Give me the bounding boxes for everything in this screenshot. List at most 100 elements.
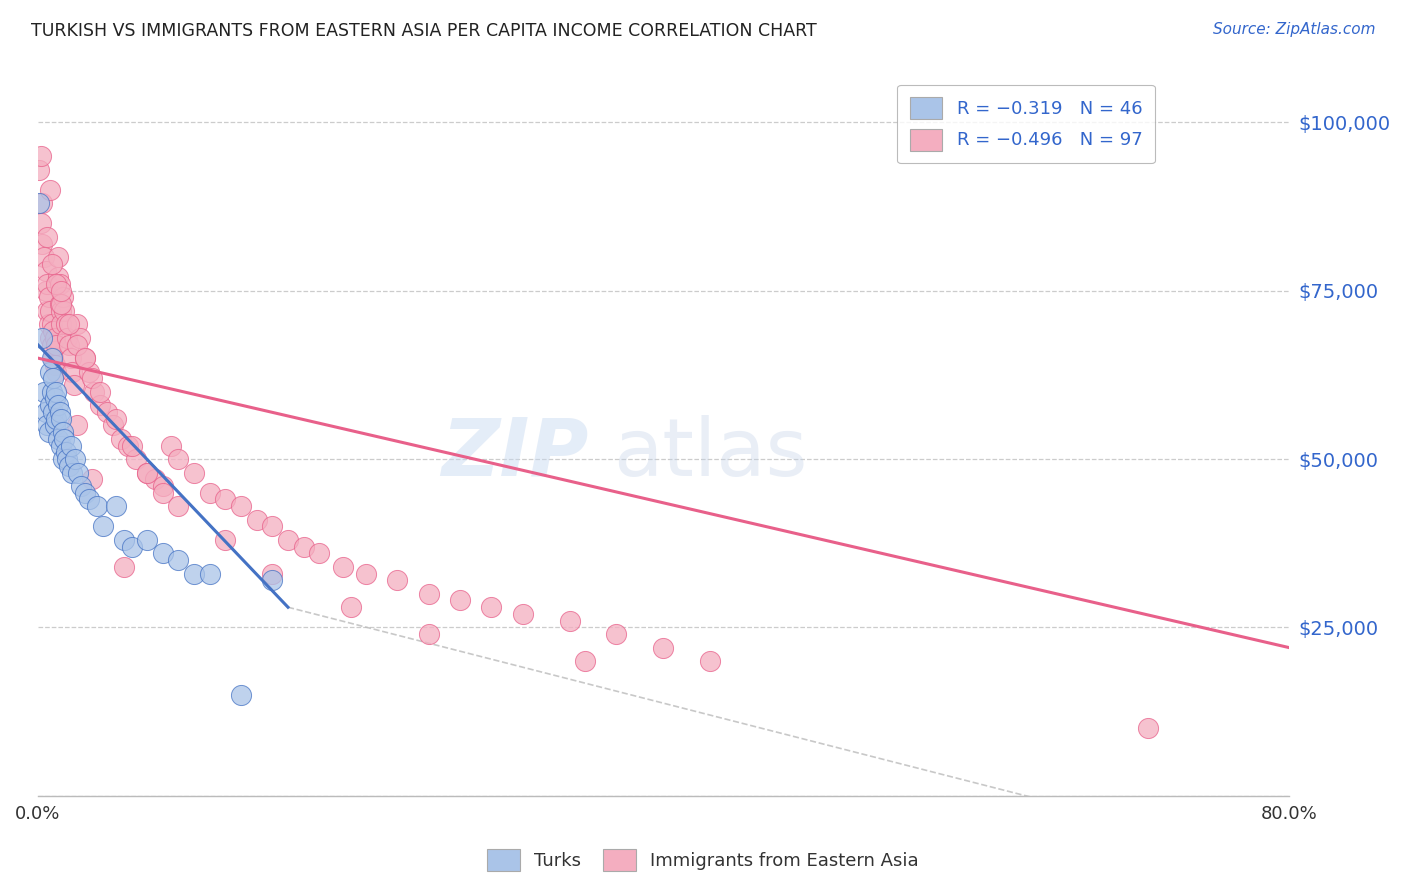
Point	[46, 398, 69, 412]
Point	[89, 398, 111, 412]
Point	[73, 351, 96, 365]
Point	[42, 371, 65, 385]
Point	[89, 384, 111, 399]
Point	[332, 559, 354, 574]
Point	[83, 384, 105, 399]
Point	[59, 351, 82, 365]
Point	[41, 257, 63, 271]
Point	[32, 250, 55, 264]
Point	[574, 654, 596, 668]
Point	[35, 277, 58, 291]
Point	[60, 466, 83, 480]
Point	[48, 405, 70, 419]
Point	[82, 371, 104, 385]
Point	[262, 574, 284, 588]
Point	[45, 277, 67, 291]
Point	[35, 304, 58, 318]
Point	[96, 405, 118, 419]
Point	[46, 432, 69, 446]
Point	[56, 331, 79, 345]
Point	[38, 290, 60, 304]
Point	[49, 411, 72, 425]
Point	[45, 384, 67, 399]
Point	[112, 559, 135, 574]
Point	[246, 513, 269, 527]
Point	[479, 600, 502, 615]
Point	[39, 331, 62, 345]
Point	[32, 384, 55, 399]
Point	[45, 337, 67, 351]
Point	[652, 640, 675, 655]
Point	[104, 499, 127, 513]
Point	[699, 654, 721, 668]
Point	[45, 411, 67, 425]
Point	[167, 452, 190, 467]
Point	[387, 574, 409, 588]
Point	[56, 452, 79, 467]
Point	[136, 533, 159, 547]
Point	[104, 411, 127, 425]
Point	[1137, 722, 1160, 736]
Point	[28, 196, 51, 211]
Point	[66, 337, 89, 351]
Point	[449, 593, 471, 607]
Point	[262, 519, 284, 533]
Point	[49, 284, 72, 298]
Text: ZIP: ZIP	[441, 415, 588, 493]
Point	[49, 297, 72, 311]
Point	[152, 485, 174, 500]
Point	[214, 533, 236, 547]
Point	[60, 365, 83, 379]
Point	[198, 566, 221, 581]
Point	[59, 439, 82, 453]
Point	[30, 149, 52, 163]
Point	[41, 351, 63, 365]
Point	[152, 546, 174, 560]
Point	[39, 365, 62, 379]
Point	[82, 472, 104, 486]
Point	[34, 263, 56, 277]
Point	[53, 304, 76, 318]
Point	[167, 553, 190, 567]
Point	[308, 546, 330, 560]
Point	[28, 162, 51, 177]
Point	[35, 230, 58, 244]
Point	[229, 688, 252, 702]
Point	[46, 250, 69, 264]
Point	[35, 418, 58, 433]
Point	[31, 196, 53, 211]
Point	[41, 337, 63, 351]
Point	[86, 499, 108, 513]
Point	[70, 479, 93, 493]
Point	[49, 439, 72, 453]
Point	[418, 627, 440, 641]
Point	[55, 318, 77, 332]
Point	[38, 425, 60, 439]
Point	[69, 331, 91, 345]
Point	[46, 270, 69, 285]
Point	[52, 425, 75, 439]
Point	[143, 472, 166, 486]
Point	[34, 284, 56, 298]
Point	[39, 304, 62, 318]
Point	[354, 566, 377, 581]
Point	[292, 540, 315, 554]
Point	[44, 392, 66, 406]
Point	[30, 216, 52, 230]
Point	[55, 445, 77, 459]
Point	[152, 479, 174, 493]
Point	[183, 466, 205, 480]
Point	[512, 607, 534, 621]
Point	[34, 405, 56, 419]
Point	[339, 600, 361, 615]
Point	[277, 533, 299, 547]
Point	[48, 297, 70, 311]
Point	[58, 337, 80, 351]
Point	[52, 452, 75, 467]
Point	[101, 418, 124, 433]
Legend: Turks, Immigrants from Eastern Asia: Turks, Immigrants from Eastern Asia	[481, 842, 925, 879]
Point	[121, 540, 143, 554]
Point	[39, 398, 62, 412]
Point	[558, 614, 581, 628]
Point	[31, 331, 53, 345]
